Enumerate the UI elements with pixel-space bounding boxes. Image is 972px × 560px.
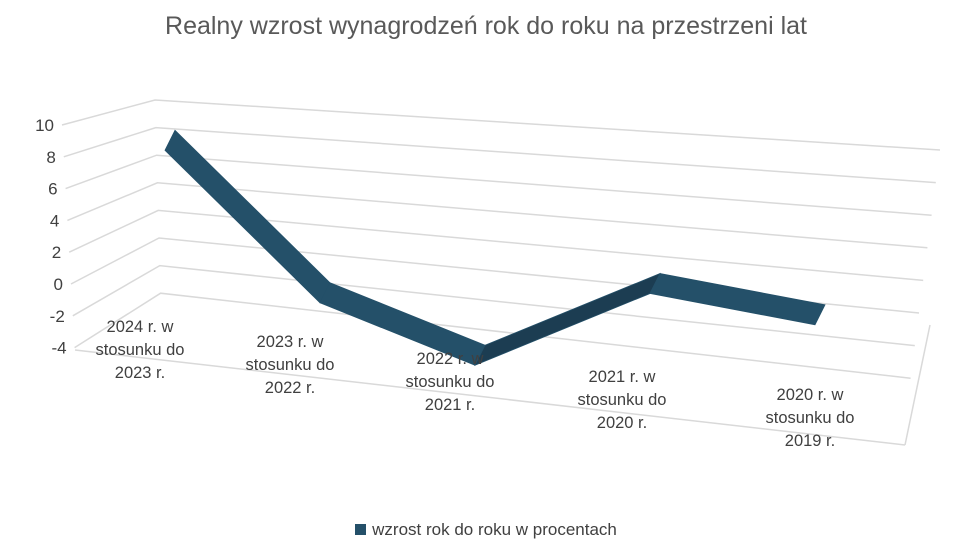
category-label: 2019 r.: [785, 432, 835, 450]
category-label: stosunku do: [96, 341, 185, 359]
category-label: stosunku do: [246, 356, 335, 374]
chart-title: Realny wzrost wynagrodzeń rok do roku na…: [165, 12, 807, 40]
y-tick-label: 8: [46, 148, 55, 167]
category-label: 2021 r.: [425, 396, 475, 414]
category-label: 2023 r.: [115, 364, 165, 382]
legend-label: wzrost rok do roku w procentach: [372, 520, 617, 539]
gridline: [68, 209, 924, 282]
category-label: 2021 r. w: [589, 368, 656, 386]
category-label: stosunku do: [578, 391, 667, 409]
category-label: 2024 r. w: [107, 318, 174, 336]
line-segment: [164, 129, 331, 304]
category-label: stosunku do: [406, 373, 495, 391]
gridline: [74, 292, 911, 379]
gridline: [67, 182, 928, 249]
y-tick-label: 6: [48, 180, 57, 199]
gridline: [72, 264, 915, 347]
legend: wzrost rok do roku w procentach: [0, 520, 972, 540]
y-tick-label: 10: [35, 116, 54, 135]
category-label: 2022 r.: [265, 379, 315, 397]
gridline: [61, 99, 941, 151]
category-label: 2020 r.: [597, 414, 647, 432]
y-tick-label: 2: [52, 243, 61, 262]
category-label: 2020 r. w: [777, 386, 844, 404]
category-axis-line: [74, 349, 906, 446]
line-segment: [649, 273, 826, 326]
category-label: stosunku do: [766, 409, 855, 427]
gridline: [65, 154, 932, 216]
legend-swatch: [355, 524, 367, 535]
y-tick-label: 0: [54, 275, 63, 294]
y-tick-label: -2: [50, 307, 65, 326]
gridline: [63, 126, 936, 184]
y-tick-label: 4: [50, 211, 59, 230]
floor-right-edge: [904, 324, 931, 446]
category-label: 2022 r. w: [417, 350, 484, 368]
y-tick-label: -4: [51, 339, 66, 358]
line-segment: [474, 272, 661, 366]
category-label: 2023 r. w: [257, 333, 324, 351]
